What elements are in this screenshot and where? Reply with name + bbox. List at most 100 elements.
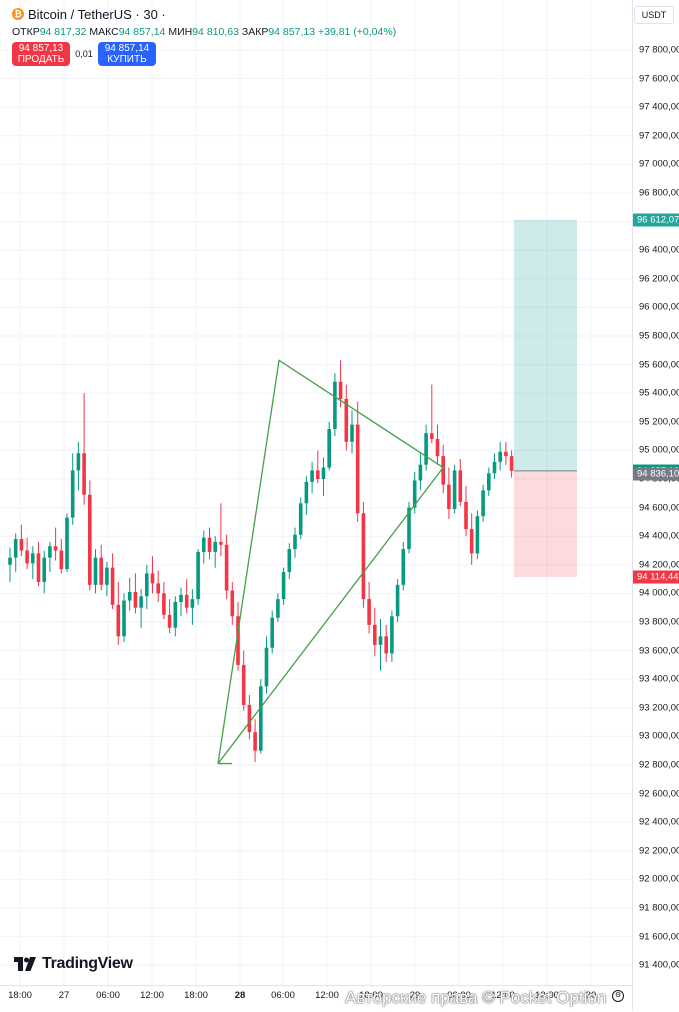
- candle: [367, 581, 371, 634]
- tradingview-logo-icon: [14, 957, 36, 971]
- tradingview-logo[interactable]: TradingView: [14, 955, 133, 973]
- price-tag: 96 612,07: [633, 213, 679, 227]
- price-label: 96 800,00: [639, 187, 679, 199]
- price-label: 95 000,00: [639, 444, 679, 456]
- price-label: 93 400,00: [639, 673, 679, 685]
- candle: [350, 410, 354, 454]
- candle: [247, 694, 252, 740]
- loss-zone[interactable]: [514, 470, 577, 578]
- low-value: 94 810,63: [192, 26, 239, 38]
- price-label: 93 000,00: [639, 730, 679, 742]
- candle: [42, 550, 46, 594]
- candle: [492, 453, 497, 479]
- candle: [31, 546, 35, 580]
- bitcoin-icon: ₿: [12, 8, 24, 20]
- candle: [202, 530, 206, 564]
- price-label: 96 000,00: [639, 301, 679, 313]
- candle: [179, 587, 183, 617]
- candle: [36, 541, 41, 587]
- candle: [293, 527, 297, 558]
- candle: [99, 544, 103, 591]
- price-label: 97 600,00: [639, 73, 679, 85]
- candle: [378, 619, 383, 671]
- price-label: 93 600,00: [639, 645, 679, 657]
- candle: [384, 624, 388, 663]
- price-axis[interactable]: 97 800,00 97 600,00 97 400,00 97 200,00 97 0…: [632, 0, 679, 1011]
- price-label: 97 800,00: [639, 44, 679, 56]
- candle: [213, 536, 217, 568]
- triangle-pattern[interactable]: [217, 359, 445, 764]
- candle: [390, 610, 394, 663]
- candle: [373, 607, 377, 657]
- candle: [133, 573, 138, 614]
- price-chart[interactable]: [0, 0, 632, 985]
- candle: [19, 524, 24, 557]
- candle: [469, 513, 474, 565]
- spread-value: 0,01: [75, 49, 93, 59]
- candle: [122, 593, 126, 643]
- price-label: 97 200,00: [639, 130, 679, 142]
- candle: [281, 567, 286, 605]
- symbol-title[interactable]: Bitcoin / TetherUS · 30 ·: [28, 6, 166, 22]
- settings-icon[interactable]: ⚙: [612, 990, 624, 1002]
- candle: [344, 384, 349, 451]
- candle: [395, 579, 400, 622]
- candle: [487, 467, 491, 497]
- candle: [150, 556, 155, 594]
- price-label: 94 400,00: [639, 530, 679, 542]
- price-label: 95 400,00: [639, 387, 679, 399]
- candle: [196, 549, 200, 605]
- candle: [13, 533, 18, 572]
- candle: [441, 444, 445, 494]
- candle: [287, 543, 292, 580]
- buy-label: КУПИТЬ: [107, 54, 147, 65]
- time-label: 12:00: [535, 990, 559, 1001]
- candle: [498, 441, 502, 471]
- price-label: 95 200,00: [639, 416, 679, 428]
- candle: [464, 486, 468, 537]
- candle: [327, 421, 331, 471]
- price-label: 95 600,00: [639, 359, 679, 371]
- trade-buttons: 94 857,13 ПРОДАТЬ 0,01 94 857,14 КУПИТЬ: [12, 42, 396, 66]
- buy-button[interactable]: 94 857,14 КУПИТЬ: [98, 42, 156, 66]
- time-label: 18:00: [184, 990, 208, 1001]
- candle: [53, 527, 58, 561]
- candle: [401, 541, 406, 591]
- candle: [321, 457, 326, 497]
- candle: [355, 401, 360, 522]
- candle: [236, 601, 240, 671]
- candle: [65, 513, 69, 572]
- candle: [110, 553, 115, 610]
- candle: [156, 570, 160, 602]
- candle: [276, 593, 280, 622]
- candle: [298, 497, 303, 540]
- price-tag: 94 836,10: [633, 467, 679, 481]
- profit-zone[interactable]: [514, 219, 577, 471]
- candle: [475, 510, 480, 560]
- currency-selector[interactable]: USDT: [634, 6, 674, 24]
- candle: [127, 577, 132, 611]
- time-label: 27: [58, 990, 70, 1001]
- candle: [407, 501, 411, 554]
- price-label: 97 000,00: [639, 158, 679, 170]
- price-label: 94 600,00: [639, 502, 679, 514]
- candle: [481, 484, 485, 522]
- tradingview-logo-text: TradingView: [42, 955, 133, 972]
- candle: [116, 581, 121, 645]
- candle: [509, 450, 514, 478]
- open-value: 94 817,32: [39, 26, 87, 38]
- sell-button[interactable]: 94 857,13 ПРОДАТЬ: [12, 42, 70, 66]
- price-label: 96 200,00: [639, 273, 679, 285]
- time-label: 29: [409, 990, 421, 1001]
- open-label: ОТКР: [12, 26, 40, 38]
- chart-canvas[interactable]: [0, 0, 632, 985]
- time-axis[interactable]: ⚙ 18:00 27 06:00 12:00 18:00 28 06:00 12:00 18:0…: [0, 985, 632, 1012]
- candle: [435, 424, 440, 465]
- candle: [447, 467, 451, 520]
- candle: [253, 719, 257, 763]
- candle: [458, 458, 463, 507]
- price-tag: 94 114,44: [633, 570, 679, 584]
- price-label: 94 000,00: [639, 587, 679, 599]
- candle: [8, 547, 12, 582]
- candle: [173, 596, 178, 637]
